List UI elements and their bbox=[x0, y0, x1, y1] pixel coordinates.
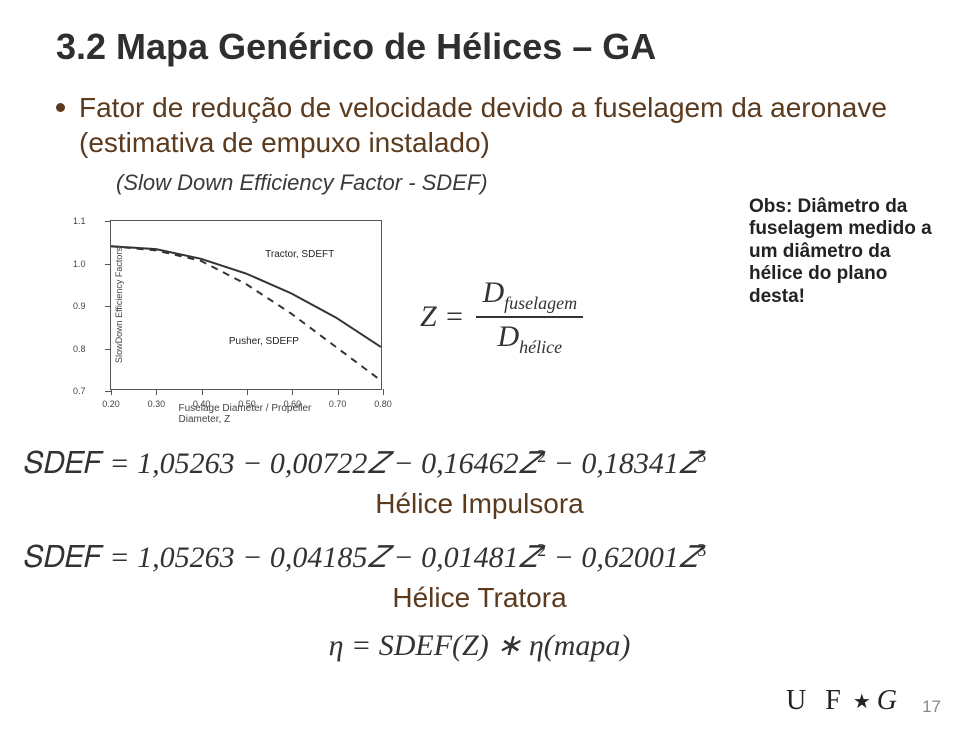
chart-series-pusher bbox=[111, 246, 381, 380]
chart-series-label: Tractor, SDEFT bbox=[265, 249, 334, 260]
chart-ytick-label: 0.7 bbox=[73, 386, 86, 396]
chart-xtick-label: 0.50 bbox=[238, 399, 256, 409]
chart-ytick-label: 0.8 bbox=[73, 344, 86, 354]
bullet-dot bbox=[56, 103, 65, 112]
efficiency-line: (Slow Down Efficiency Factor - SDEF) bbox=[116, 170, 903, 196]
poly1: 𝑆𝐷𝐸𝐹 = 1,05263 − 0,00722𝑍 − 0,16462𝑍2 − … bbox=[24, 446, 706, 481]
eta-formula: η = SDEF(Z) ∗ η(mapa) bbox=[329, 628, 631, 663]
chart-ytick-label: 0.9 bbox=[73, 301, 86, 311]
slide: 3.2 Mapa Genérico de Hélices – GA Fator … bbox=[0, 0, 959, 737]
chart-xtick-label: 0.80 bbox=[374, 399, 392, 409]
poly2: 𝑆𝐷𝐸𝐹 = 1,05263 − 0,04185𝑍 − 0,01481𝑍2 − … bbox=[24, 540, 706, 575]
den-var: D bbox=[497, 320, 519, 353]
chart-xtick-label: 0.40 bbox=[193, 399, 211, 409]
chart-series-tractor bbox=[111, 246, 381, 347]
bullet-text: Fator de redução de velocidade devido a … bbox=[79, 90, 903, 160]
chart: SlowDown Efficiency Factors Fuselage Dia… bbox=[56, 210, 396, 424]
chart-xtick-label: 0.70 bbox=[329, 399, 347, 409]
z-fraction: Dfuselagem Dhélice bbox=[476, 276, 583, 358]
chart-curves bbox=[111, 221, 381, 389]
den-sub: hélice bbox=[519, 337, 562, 357]
chart-xtick-label: 0.30 bbox=[148, 399, 166, 409]
page-title: 3.2 Mapa Genérico de Hélices – GA bbox=[56, 26, 903, 68]
num-var: D bbox=[482, 276, 504, 309]
chart-xtick-label: 0.20 bbox=[102, 399, 120, 409]
poly1-caption: Hélice Impulsora bbox=[375, 488, 584, 520]
chart-ytick-label: 1.0 bbox=[73, 259, 86, 269]
obs-text: Obs: Diâmetro da fuselagem medido a um d… bbox=[749, 196, 935, 308]
chart-ytick-label: 1.1 bbox=[73, 216, 86, 226]
obs-note: Obs: Diâmetro da fuselagem medido a um d… bbox=[749, 196, 935, 308]
page-number: 17 bbox=[922, 697, 941, 717]
chart-xtick-label: 0.60 bbox=[284, 399, 302, 409]
z-lhs: Z = bbox=[420, 300, 464, 334]
z-formula: Z = Dfuselagem Dhélice bbox=[420, 276, 583, 358]
chart-series-label: Pusher, SDEFP bbox=[229, 336, 299, 347]
num-sub: fuselagem bbox=[504, 293, 577, 313]
poly2-caption: Hélice Tratora bbox=[392, 582, 566, 614]
bullet-row: Fator de redução de velocidade devido a … bbox=[56, 90, 903, 160]
logo-ufmg: U F★G bbox=[786, 685, 903, 717]
